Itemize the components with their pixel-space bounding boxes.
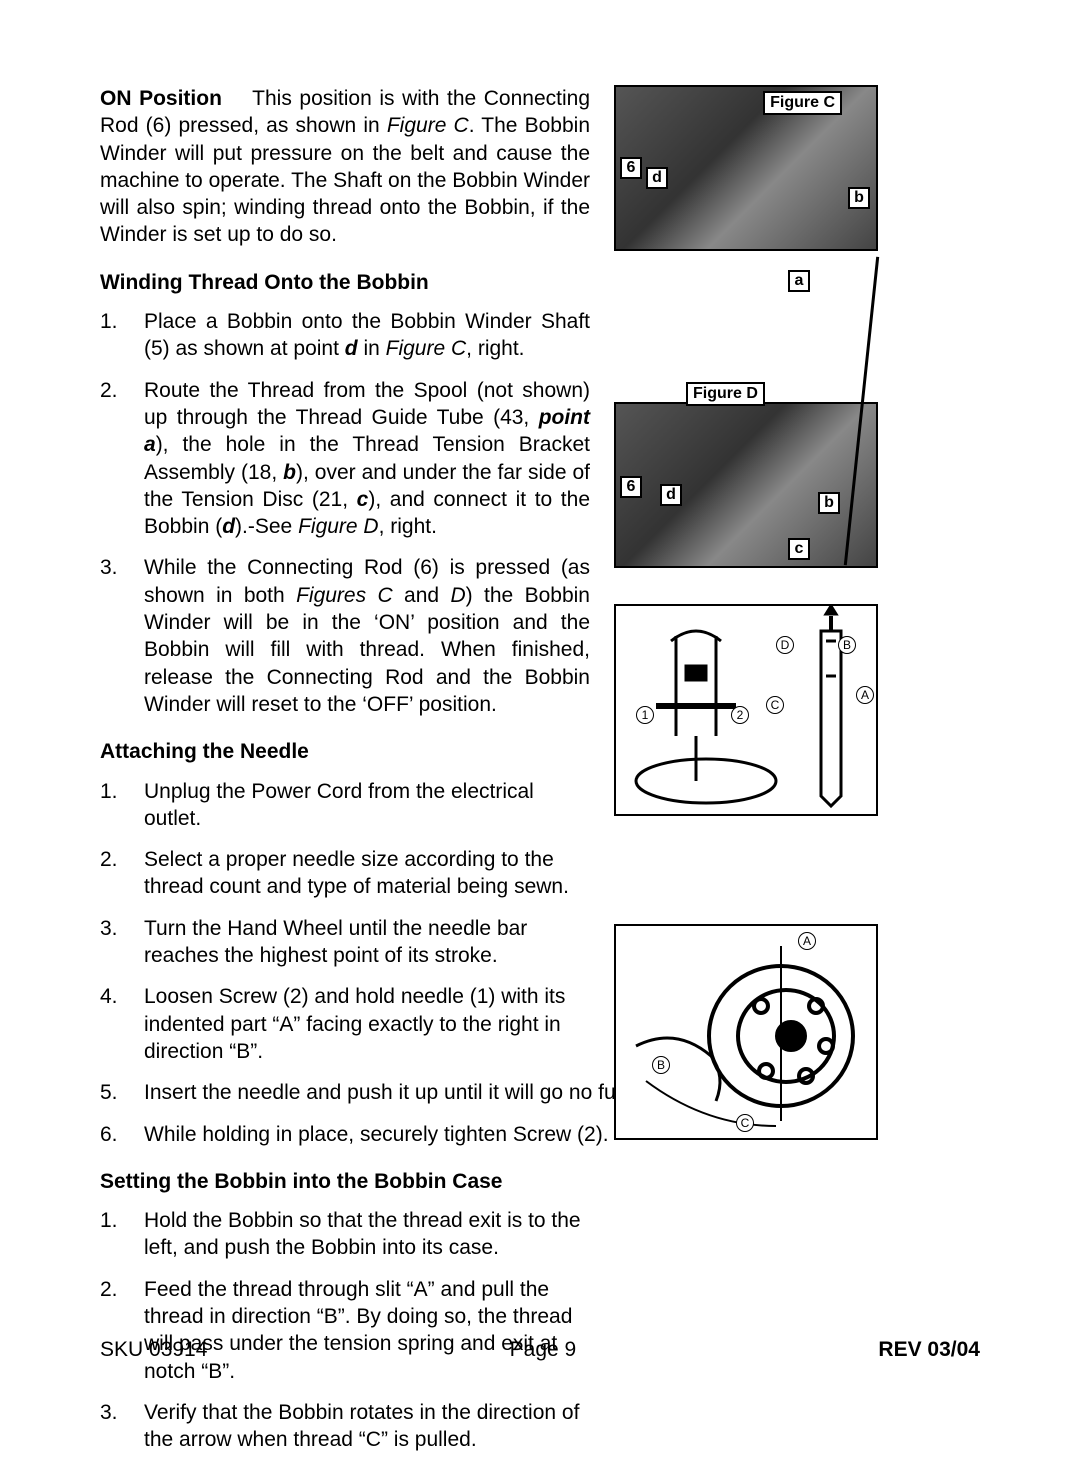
- list-item: 2.Select a proper needle size according …: [100, 846, 590, 901]
- list-item: 3.Verify that the Bobbin rotates in the …: [100, 1399, 590, 1454]
- label-1: 1: [636, 706, 654, 724]
- callout-c: c: [788, 538, 810, 560]
- label-2: 2: [731, 706, 749, 724]
- label-B: B: [652, 1056, 670, 1074]
- footer-page: Page 9: [510, 1338, 577, 1362]
- callout-6: 6: [620, 476, 642, 498]
- list-item: 2. Route the Thread from the Spool (not …: [100, 377, 590, 541]
- needle-list: 1.Unplug the Power Cord from the electri…: [100, 778, 590, 1066]
- callout-b: b: [848, 187, 870, 209]
- on-position-text: ON Position This position is with the Co…: [100, 85, 590, 249]
- bobbin-svg-icon: [616, 926, 880, 1142]
- figure-d: Figure D 6 d b c: [614, 402, 878, 568]
- needle-diagram: 1 2 C D B A: [614, 604, 878, 816]
- list-item: 2.Feed the thread through slit “A” and p…: [100, 1276, 590, 1385]
- callout-b: b: [818, 492, 840, 514]
- list-item: 3. While the Connecting Rod (6) is press…: [100, 554, 590, 718]
- photo-icon: [616, 404, 876, 566]
- callout-6: 6: [620, 157, 642, 179]
- on-position-section: ON Position This position is with the Co…: [100, 85, 590, 1065]
- footer-rev: REV 03/04: [878, 1338, 980, 1362]
- list-item: 6.While holding in place, securely tight…: [100, 1121, 690, 1148]
- label-B: B: [838, 636, 856, 654]
- figure-c-label: Figure C: [763, 91, 842, 115]
- figure-c: Figure C 6 d b: [614, 85, 878, 251]
- label-C: C: [736, 1114, 754, 1132]
- bobbin-case-heading: Setting the Bobbin into the Bobbin Case: [100, 1168, 590, 1195]
- list-item: 4.Loosen Screw (2) and hold needle (1) w…: [100, 983, 590, 1065]
- label-A: A: [798, 932, 816, 950]
- winding-heading: Winding Thread Onto the Bobbin: [100, 269, 590, 296]
- callout-d: d: [660, 484, 682, 506]
- figure-d-label: Figure D: [686, 382, 765, 406]
- callout-a: a: [788, 270, 810, 292]
- list-item: 3.Turn the Hand Wheel until the needle b…: [100, 915, 590, 970]
- bobbin-case-list: 1.Hold the Bobbin so that the thread exi…: [100, 1207, 590, 1453]
- label-D: D: [776, 636, 794, 654]
- callout-d: d: [646, 167, 668, 189]
- footer-sku: SKU 03914: [100, 1338, 207, 1362]
- list-item: 1.Hold the Bobbin so that the thread exi…: [100, 1207, 590, 1262]
- needle-heading: Attaching the Needle: [100, 738, 590, 765]
- label-C: C: [766, 696, 784, 714]
- bobbin-case-diagram: A B C: [614, 924, 878, 1140]
- list-item: 5.Insert the needle and push it up until…: [100, 1079, 690, 1106]
- on-position-label: ON Position: [100, 87, 222, 110]
- bobbin-case-section: Setting the Bobbin into the Bobbin Case …: [100, 1168, 590, 1454]
- label-A: A: [856, 686, 874, 704]
- list-item: 1.Unplug the Power Cord from the electri…: [100, 778, 590, 833]
- list-item: 1. Place a Bobbin onto the Bobbin Winder…: [100, 308, 590, 363]
- winding-list: 1. Place a Bobbin onto the Bobbin Winder…: [100, 308, 590, 718]
- page-footer: SKU 03914 Page 9 REV 03/04: [100, 1338, 980, 1362]
